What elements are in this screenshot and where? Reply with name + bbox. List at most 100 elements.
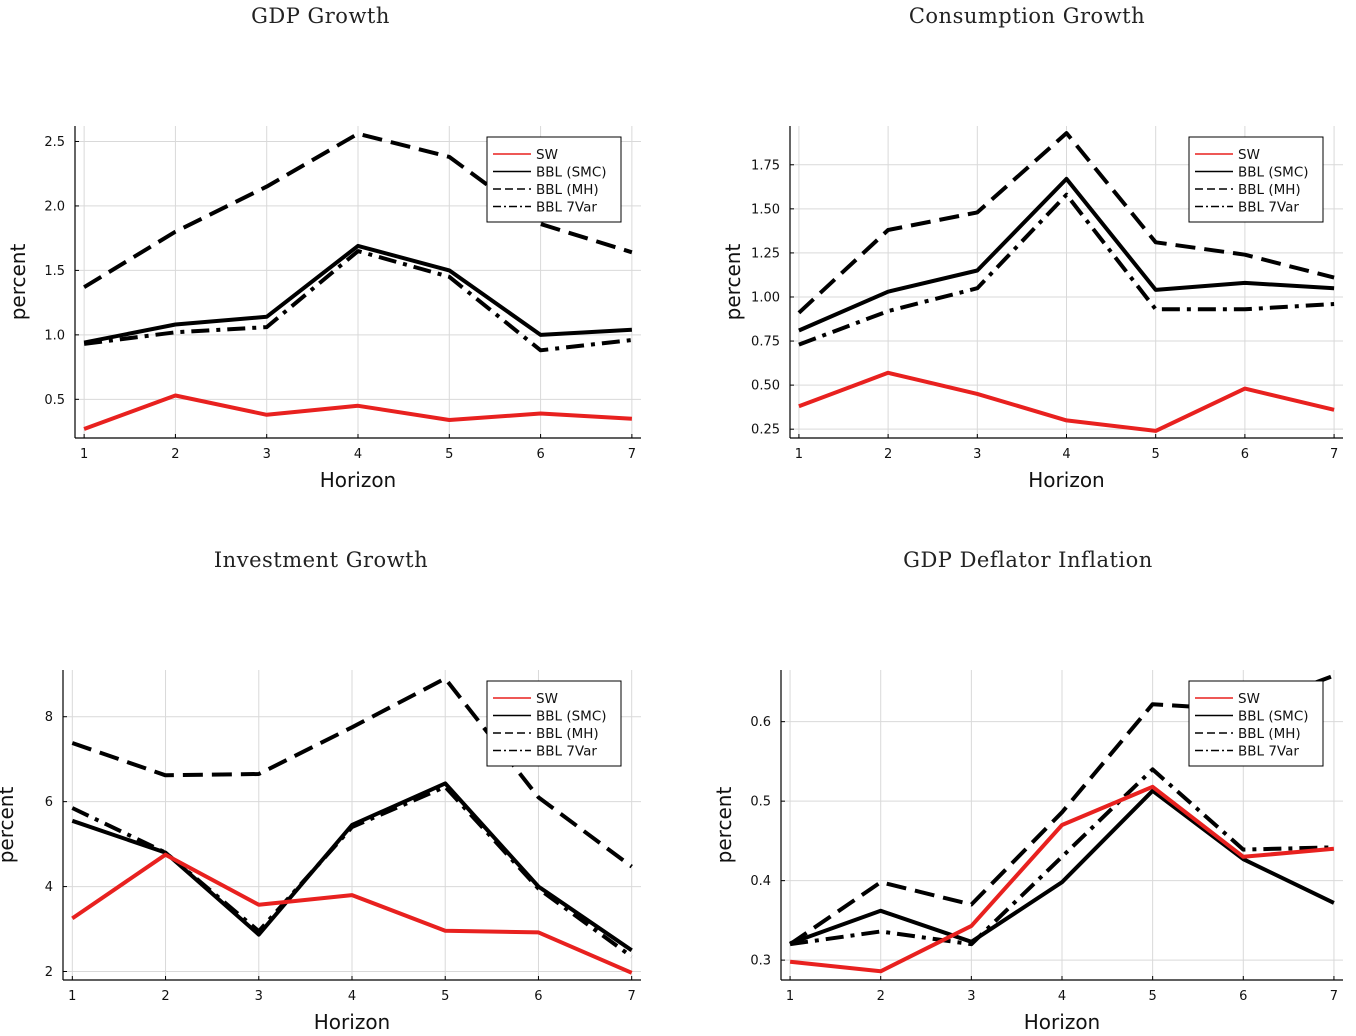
legend-label-bbl-7var: BBL 7Var — [536, 744, 597, 760]
series-line-bbl-7var — [798, 192, 1335, 347]
x-tick-label: 4 — [348, 989, 356, 1004]
x-tick-label: 6 — [1241, 447, 1249, 462]
x-tick-label: 2 — [877, 989, 885, 1004]
y-tick-label: 1.00 — [751, 290, 780, 305]
legend-label-bbl-smc: BBL (SMC) — [536, 165, 607, 181]
x-tick-label: 2 — [171, 447, 179, 462]
series-line-sw — [83, 393, 633, 431]
y-tick-label: 1.50 — [751, 202, 780, 217]
grid — [790, 126, 1343, 438]
y-tick-label: 0.6 — [750, 715, 771, 730]
chart-title: GDP Deflator Inflation — [903, 548, 1153, 572]
y-tick-label: 2.5 — [44, 135, 65, 150]
legend-box — [486, 680, 622, 767]
y-tick-label: 1.25 — [751, 246, 780, 261]
y-tick-label: 2 — [45, 965, 53, 980]
chart-panel-gdp-growth: GDP Growth 1 2 3 4 5 6 7 0.5 1.0 1.5 2.0 2.5 Horizon… — [0, 0, 678, 518]
y-tick-label: 0.3 — [750, 954, 771, 969]
x-tick-label: 6 — [1239, 989, 1247, 1004]
legend-label-bbl-mh: BBL (MH) — [1238, 726, 1301, 742]
series-line-bbl-smc — [71, 781, 633, 952]
x-tick-label: 4 — [1058, 989, 1066, 1004]
line-chart: 1 2 3 4 5 6 7 0.25 0.50 0.75 1.00 1.25 1.50 1.75 Horiz… — [721, 126, 1343, 492]
x-tick-label: 5 — [441, 989, 449, 1004]
x-tick-label: 7 — [628, 447, 636, 462]
y-tick-label: 1.0 — [44, 328, 65, 343]
series-line-bbl-mh — [83, 131, 633, 289]
y-tick-label: 1.5 — [44, 264, 65, 279]
series-line-bbl-7var — [789, 767, 1334, 947]
legend-label-sw: SW — [1238, 147, 1260, 163]
x-tick-label: 6 — [534, 989, 542, 1004]
y-tick-label: 0.25 — [751, 423, 780, 438]
x-tick-label: 5 — [1152, 447, 1160, 462]
chart-panel-consumption-growth: Consumption Growth 1 2 3 4 5 6 7 0.25 0.50 0.75 1.… — [678, 0, 1356, 518]
legend-label-bbl-7var: BBL 7Var — [536, 200, 597, 216]
x-tick-label: 3 — [263, 447, 271, 462]
series-line-bbl-mh — [71, 676, 633, 869]
x-axis-label: Horizon — [320, 468, 396, 492]
legend-label-sw: SW — [536, 147, 558, 163]
series-line-sw — [798, 370, 1335, 433]
x-tick-label: 2 — [884, 447, 892, 462]
x-tick-label: 3 — [967, 989, 975, 1004]
legend-label-sw: SW — [1238, 691, 1260, 707]
legend-label-bbl-mh: BBL (MH) — [536, 182, 599, 198]
x-tick-label: 6 — [536, 447, 544, 462]
series-group — [797, 131, 1335, 433]
legend: SW BBL (SMC)BBL (MH) BBL 7Var — [486, 136, 622, 223]
legend: SW BBL (SMC)BBL (MH) BBL 7Var — [486, 680, 622, 767]
legend-label-bbl-smc: BBL (SMC) — [1238, 165, 1309, 181]
y-tick-label: 4 — [45, 880, 53, 895]
legend-box — [486, 136, 622, 223]
series-group — [83, 131, 633, 431]
y-tick-label: 1.75 — [751, 158, 780, 173]
legend: SW BBL (SMC)BBL (MH) BBL 7Var — [1188, 680, 1324, 767]
chart-title: GDP Growth — [251, 4, 390, 28]
y-axis-label: percent — [6, 244, 30, 321]
legend: SW BBL (SMC)BBL (MH) BBL 7Var — [1188, 136, 1324, 223]
legend-label-sw: SW — [536, 691, 558, 707]
legend-label-bbl-7var: BBL 7Var — [1238, 200, 1299, 216]
legend-box — [1188, 680, 1324, 767]
x-tick-label: 1 — [68, 989, 76, 1004]
chart-title: Investment Growth — [213, 548, 429, 572]
series-line-sw — [789, 784, 1335, 974]
x-tick-label: 4 — [1062, 447, 1070, 462]
y-tick-label: 0.75 — [751, 335, 780, 350]
legend-label-bbl-mh: BBL (MH) — [1238, 182, 1301, 198]
y-axis-label: percent — [721, 244, 745, 321]
legend-label-bbl-mh: BBL (MH) — [536, 726, 599, 742]
series-line-bbl-mh — [797, 131, 1335, 315]
y-tick-label: 8 — [45, 710, 53, 725]
legend-label-bbl-smc: BBL (SMC) — [536, 709, 607, 725]
x-axis-label: Horizon — [1028, 468, 1104, 492]
x-tick-label: 3 — [973, 447, 981, 462]
series-group — [71, 676, 633, 975]
y-axis-label: percent — [0, 787, 18, 864]
legend-label-bbl-7var: BBL 7Var — [1238, 744, 1299, 760]
x-tick-label: 1 — [80, 447, 88, 462]
x-tick-label: 7 — [1330, 989, 1338, 1004]
chart-panel-gdp-deflator-inflation: GDP Deflator Inflation 1 2 3 4 5 6 7 0.3 0.4 0.5 0… — [678, 518, 1356, 1036]
chart-panel-investment-growth: Investment Growth 1 2 3 4 5 6 7 2 4 6 8 Horizon perc… — [0, 518, 678, 1036]
x-tick-label: 3 — [255, 989, 263, 1004]
series-line-bbl-7var — [83, 249, 633, 353]
legend-box — [1188, 136, 1324, 223]
y-tick-label: 0.4 — [750, 874, 771, 889]
line-chart: 1 2 3 4 5 6 7 0.3 0.4 0.5 0.6 Horizon percent SW BBL (… — [712, 670, 1343, 1034]
x-tick-label: 1 — [795, 447, 803, 462]
x-axis-label: Horizon — [1024, 1010, 1100, 1034]
x-tick-label: 2 — [161, 989, 169, 1004]
x-tick-label: 5 — [445, 447, 453, 462]
series-line-sw — [71, 852, 633, 975]
series-line-bbl-smc — [798, 176, 1335, 333]
y-tick-label: 6 — [45, 795, 53, 810]
y-tick-label: 0.5 — [44, 393, 65, 408]
legend-label-bbl-smc: BBL (SMC) — [1238, 709, 1309, 725]
y-axis-label: percent — [712, 787, 736, 864]
chart-title: Consumption Growth — [908, 4, 1146, 28]
y-tick-label: 2.0 — [44, 199, 65, 214]
x-tick-label: 4 — [354, 447, 362, 462]
